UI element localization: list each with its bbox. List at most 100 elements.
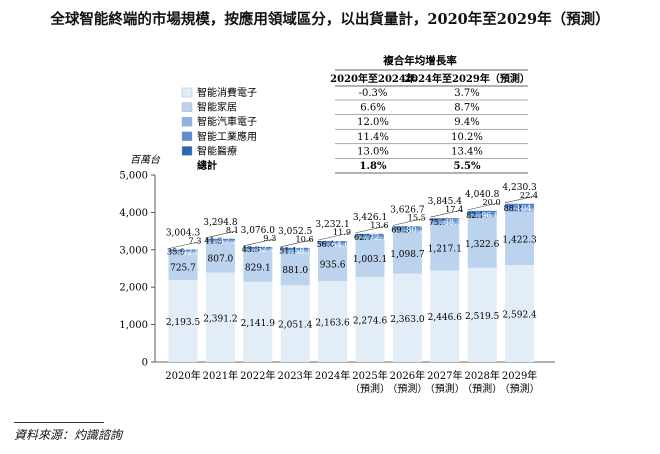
data-label: 80.2 [406, 225, 424, 235]
x-tick-label: 2027年 [427, 369, 462, 382]
bar-segment [355, 234, 385, 237]
x-tick-label: 2022年 [240, 369, 275, 382]
data-label: 9.3 [263, 233, 276, 243]
cagr-col-header: 2024年至2029年（預測） [404, 72, 530, 85]
leader-line [430, 209, 462, 218]
bar-segment [243, 250, 273, 282]
data-label: 88.5 [444, 217, 462, 227]
bar-segment [467, 210, 497, 212]
legend-label: 智能工業應用 [197, 130, 257, 143]
data-label: 807.0 [208, 254, 234, 264]
data-label: 2,193.5 [166, 318, 201, 328]
y-tick-label: 2,000 [119, 283, 148, 294]
data-label: 82.1 [466, 210, 484, 220]
data-label: 829.1 [245, 263, 271, 273]
data-label: 10.6 [295, 234, 313, 244]
chart-title: 全球智能終端的市場規模，按應用領域區分，以出貨量計，2020年至2029年（預測… [50, 11, 610, 28]
bar-segment [430, 218, 460, 219]
bar-segment [168, 252, 198, 280]
y-tick-label: 3,000 [119, 245, 148, 256]
data-label: 1,003.1 [353, 255, 387, 265]
total-label: 4,230.3 [502, 183, 537, 193]
data-label: 52.4 [257, 244, 275, 254]
leader-line [205, 230, 237, 239]
data-label: 64.6 [331, 239, 349, 249]
total-label: 3,626.7 [390, 205, 425, 215]
legend-swatch [181, 131, 193, 142]
y-tick-label: 5,000 [119, 171, 148, 182]
bar-segment [280, 247, 310, 249]
x-tick-label: 2029年 [502, 369, 537, 382]
total-label: 3,052.5 [278, 227, 313, 237]
x-tick-label: 2024年 [315, 369, 350, 382]
data-label: 2,363.0 [390, 315, 425, 325]
data-label: 935.6 [320, 261, 346, 271]
source-divider [14, 422, 104, 423]
data-label: 13.6 [370, 220, 388, 230]
data-label: 47.2 [219, 236, 237, 246]
bar-segment [355, 233, 385, 235]
cagr-header: 複合年均增長率 [382, 54, 457, 67]
cagr-col-header: 2020年至2024年 [330, 72, 416, 85]
data-label: 7.3 [188, 236, 201, 246]
x-tick-note: （預測） [387, 382, 427, 395]
bar-segment [280, 285, 310, 362]
bar-segment [318, 281, 348, 362]
data-label: 15.5 [408, 212, 426, 222]
cagr-value: 8.7% [454, 103, 479, 114]
bar-segment [392, 232, 422, 274]
bar-segment [430, 270, 460, 362]
legend-swatch [181, 87, 193, 98]
x-tick-note: （預測） [350, 382, 390, 395]
legend-label: 智能家居 [197, 101, 237, 114]
cagr-value: 3.7% [454, 88, 479, 99]
data-label: 20.0 [482, 197, 500, 207]
bar-segment [467, 218, 497, 268]
bar-segment [505, 211, 535, 266]
bar-segment [430, 224, 460, 271]
data-label: 62.7 [354, 232, 372, 242]
data-label: 2,592.4 [502, 311, 537, 321]
x-tick-note: （預測） [500, 382, 540, 395]
data-label: 104.9 [516, 203, 539, 213]
bar-segment [318, 243, 348, 247]
data-label: 1,322.6 [465, 240, 500, 250]
cagr-value: -0.3% [359, 88, 388, 99]
bar-segment [392, 229, 422, 233]
x-tick-note: （預測） [462, 382, 502, 395]
legend-total-label: 總計 [197, 159, 217, 172]
bar-segment [318, 246, 348, 282]
total-label: 3,294.8 [203, 218, 238, 228]
x-tick-label: 2023年 [277, 369, 312, 382]
leader-line [280, 239, 312, 248]
bar-segment [205, 240, 235, 243]
data-label: 2,519.5 [465, 312, 500, 322]
total-label: 3,845.4 [428, 197, 463, 207]
legend-label: 智能消費電子 [197, 86, 257, 99]
y-tick-label: 0 [142, 358, 148, 369]
bar-segment [205, 272, 235, 362]
total-label: 3,232.1 [315, 220, 349, 230]
data-label: 881.0 [282, 266, 308, 276]
leader-line [243, 238, 275, 247]
data-label: 725.7 [170, 263, 196, 273]
bar-segment [243, 248, 273, 251]
bar-segment [205, 239, 235, 241]
bar-segment [392, 226, 422, 227]
bar-segment [467, 267, 497, 362]
bar-segment [243, 281, 273, 362]
bar-segment [318, 241, 348, 242]
legend-swatch [181, 146, 193, 156]
total-label: 4,040.8 [465, 190, 500, 200]
bar-segment [392, 226, 422, 230]
cagr-value: 6.6% [360, 103, 385, 114]
bar-segment [168, 279, 198, 362]
cagr-total-value: 1.8% [360, 161, 387, 172]
data-label: 43.3 [242, 244, 260, 254]
bar-segment [243, 246, 273, 248]
total-label: 3,076.0 [241, 226, 276, 236]
legend-swatch [181, 102, 193, 112]
bar-segment [168, 249, 198, 251]
data-label: 2,051.4 [278, 321, 313, 331]
bar-segment [280, 252, 310, 286]
